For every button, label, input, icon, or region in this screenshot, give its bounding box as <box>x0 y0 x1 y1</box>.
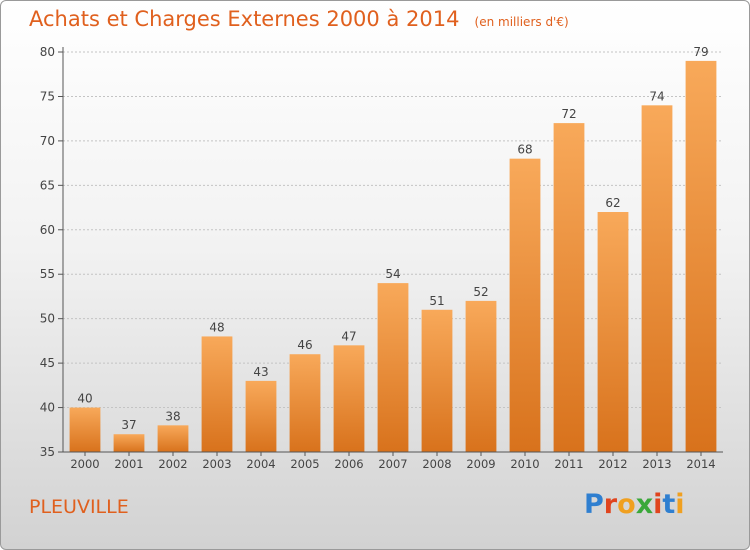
data-label: 48 <box>209 320 224 334</box>
data-label: 51 <box>429 294 444 308</box>
data-label: 52 <box>473 285 488 299</box>
y-tick-label: 60 <box>40 223 55 237</box>
bar-2014 <box>685 60 717 453</box>
y-tick-label: 75 <box>40 89 55 103</box>
data-label: 47 <box>341 329 356 343</box>
y-tick-label: 65 <box>40 178 55 192</box>
data-label: 62 <box>605 196 620 210</box>
logo-letter: x <box>635 489 654 520</box>
y-tick-label: 35 <box>40 445 55 459</box>
data-label: 74 <box>649 89 664 103</box>
bar-2005 <box>289 354 321 452</box>
data-label: 68 <box>517 143 532 157</box>
logo-letter: i <box>653 489 663 520</box>
y-tick-label: 70 <box>40 134 55 148</box>
logo-letter: r <box>603 489 618 520</box>
title-row: Achats et Charges Externes 2000 à 2014 (… <box>29 7 569 31</box>
data-label: 43 <box>253 365 268 379</box>
data-label: 38 <box>165 409 180 423</box>
x-tick-label: 2000 <box>70 457 99 471</box>
data-label: 40 <box>77 392 92 406</box>
bar-2009 <box>465 300 497 452</box>
data-label: 79 <box>693 45 708 59</box>
y-tick-label: 50 <box>40 312 55 326</box>
x-tick-label: 2003 <box>202 457 231 471</box>
axis-layer: 35 40 45 50 55 60 65 70 75 80 2000 2001 2002 2003 2004… <box>40 45 723 471</box>
bar-2006 <box>333 345 365 452</box>
y-tick-label: 80 <box>40 45 55 59</box>
x-tick-label: 2012 <box>598 457 627 471</box>
x-tick-label: 2013 <box>642 457 671 471</box>
bar-2007 <box>377 283 409 452</box>
bar-2011 <box>553 123 585 452</box>
x-tick-label: 2011 <box>554 457 583 471</box>
x-tick-label: 2014 <box>686 457 715 471</box>
y-tick-label: 45 <box>40 356 55 370</box>
label-layer: 40 37 38 48 43 46 47 54 51 52 68 72 62 74 79 <box>77 45 708 432</box>
x-tick-label: 2008 <box>422 457 451 471</box>
y-tick-label: 40 <box>40 401 55 415</box>
logo-letter: P <box>584 489 604 520</box>
x-tick-label: 2009 <box>466 457 495 471</box>
bar-2013 <box>641 105 673 452</box>
chart-title: Achats et Charges Externes 2000 à 2014 <box>29 7 460 31</box>
commune-name: PLEUVILLE <box>29 496 129 518</box>
proxiti-logo: Proxiti <box>584 489 685 520</box>
x-tick-label: 2007 <box>378 457 407 471</box>
bar-2003 <box>201 336 233 452</box>
x-tick-label: 2005 <box>290 457 319 471</box>
bar-2001 <box>113 434 145 452</box>
x-tick-label: 2001 <box>114 457 143 471</box>
bar-2000 <box>69 407 101 452</box>
data-label: 72 <box>561 107 576 121</box>
bar-2010 <box>509 158 541 452</box>
chart-subtitle: (en milliers d'€) <box>474 15 569 29</box>
data-label: 37 <box>121 418 136 432</box>
x-tick-label: 2004 <box>246 457 275 471</box>
data-label: 54 <box>385 267 400 281</box>
bar-2008 <box>421 309 453 452</box>
bar-2004 <box>245 380 277 452</box>
y-tick-label: 55 <box>40 267 55 281</box>
data-label: 46 <box>297 338 312 352</box>
x-tick-label: 2010 <box>510 457 539 471</box>
bar-2002 <box>157 425 189 452</box>
logo-letter: o <box>617 489 636 520</box>
x-tick-label: 2002 <box>158 457 187 471</box>
logo-letter: t <box>662 489 676 520</box>
bar-2012 <box>597 212 629 452</box>
x-tick-label: 2006 <box>334 457 363 471</box>
bar-layer <box>69 60 717 453</box>
logo-letter: i <box>675 489 685 520</box>
